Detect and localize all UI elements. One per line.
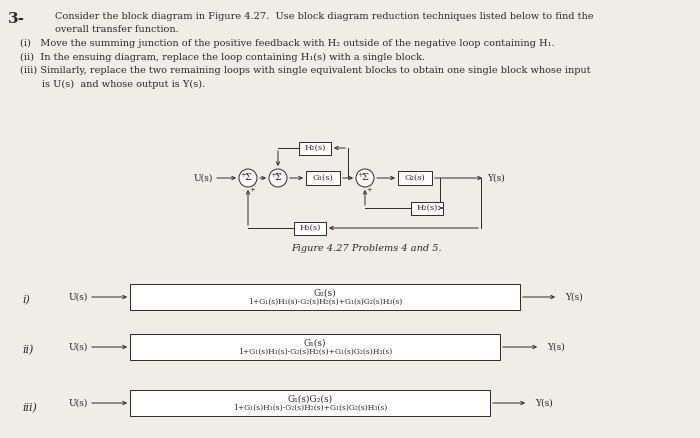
Text: Consider the block diagram in Figure 4.27.  Use block diagram reduction techniqu: Consider the block diagram in Figure 4.2… (55, 12, 594, 21)
Text: G₁(s)G₂(s): G₁(s)G₂(s) (288, 395, 332, 403)
Text: Σ: Σ (244, 173, 251, 183)
Circle shape (269, 169, 287, 187)
Text: +: + (357, 171, 363, 179)
Bar (411, 201, 443, 215)
Text: (i)   Move the summing junction of the positive feedback with H₂ outside of the : (i) Move the summing junction of the pos… (20, 39, 554, 48)
Text: is U(s)  and whose output is Y(s).: is U(s) and whose output is Y(s). (20, 80, 205, 88)
Text: ii): ii) (22, 345, 34, 355)
Text: Y(s): Y(s) (547, 343, 565, 352)
Text: G₂(s): G₂(s) (405, 174, 426, 182)
Text: 1+G₁(s)H₁(s)-G₂(s)H₂(s)+G₁(s)G₂(s)H₃(s): 1+G₁(s)H₁(s)-G₂(s)H₂(s)+G₁(s)G₂(s)H₃(s) (248, 298, 402, 306)
Text: (iii) Similarly, replace the two remaining loops with single equivalent blocks t: (iii) Similarly, replace the two remaini… (20, 66, 591, 75)
Text: overall transfer function.: overall transfer function. (55, 25, 178, 35)
Bar (130, 390, 490, 416)
Text: U(s): U(s) (69, 399, 88, 407)
Text: G₁(s): G₁(s) (304, 339, 326, 347)
Text: 3-: 3- (8, 12, 25, 26)
Bar (294, 222, 326, 234)
Text: Figure 4.27 Problems 4 and 5.: Figure 4.27 Problems 4 and 5. (291, 244, 442, 253)
Text: +: + (240, 171, 246, 179)
Bar (306, 171, 340, 185)
Text: 1+G₁(s)H₁(s)-G₂(s)H₂(s)+G₁(s)G₂(s)H₃(s): 1+G₁(s)H₁(s)-G₂(s)H₂(s)+G₁(s)G₂(s)H₃(s) (233, 404, 387, 412)
Text: Y(s): Y(s) (565, 293, 582, 301)
Bar (299, 141, 331, 155)
Bar (130, 284, 520, 310)
Text: U(s): U(s) (69, 293, 88, 301)
Text: U(s): U(s) (194, 173, 213, 183)
Text: H₃(s): H₃(s) (300, 224, 321, 232)
Text: 1+G₁(s)H₁(s)-G₂(s)H₂(s)+G₁(s)G₂(s)H₃(s): 1+G₁(s)H₁(s)-G₂(s)H₂(s)+G₁(s)G₂(s)H₃(s) (238, 348, 392, 356)
Text: +: + (249, 186, 255, 194)
Text: Σ: Σ (274, 173, 281, 183)
Circle shape (356, 169, 374, 187)
Text: U(s): U(s) (69, 343, 88, 352)
Text: -: - (279, 171, 282, 179)
Text: Σ: Σ (362, 173, 368, 183)
Text: iii): iii) (22, 403, 37, 413)
Text: Y(s): Y(s) (535, 399, 553, 407)
Bar (398, 171, 432, 185)
Text: H₂(s): H₂(s) (416, 204, 438, 212)
Text: G₂(s): G₂(s) (314, 289, 336, 297)
Circle shape (239, 169, 257, 187)
Text: +: + (366, 186, 372, 194)
Text: H₁(s): H₁(s) (304, 144, 326, 152)
Text: (ii)  In the ensuing diagram, replace the loop containing H₁(s) with a single bl: (ii) In the ensuing diagram, replace the… (20, 53, 425, 62)
Text: G₁(s): G₁(s) (313, 174, 333, 182)
Text: i): i) (22, 295, 30, 305)
Text: +: + (270, 171, 276, 179)
Bar (130, 334, 500, 360)
Text: Y(s): Y(s) (487, 173, 505, 183)
